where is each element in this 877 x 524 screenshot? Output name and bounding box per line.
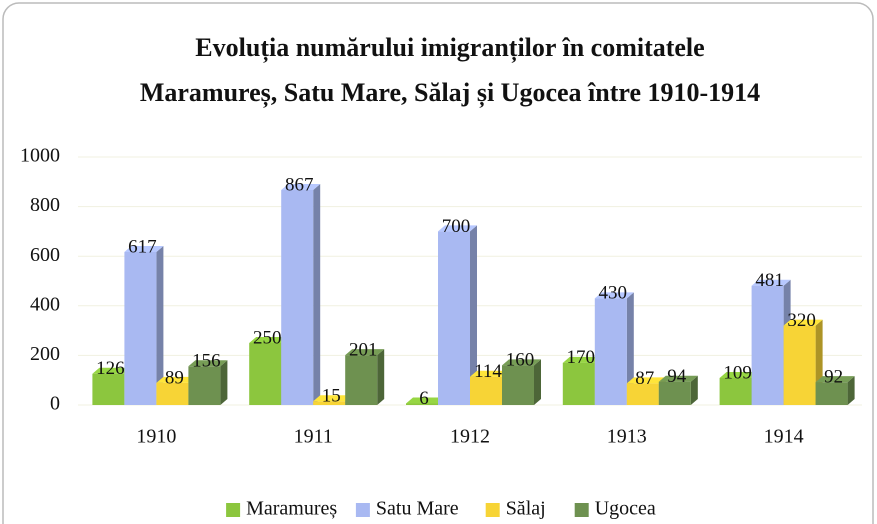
- bar: [249, 343, 282, 405]
- value-label: 700: [442, 216, 471, 237]
- bar-side: [220, 360, 228, 405]
- y-tick-label: 800: [30, 194, 60, 216]
- bar-top: [249, 337, 289, 343]
- x-tick-label: 1914: [764, 426, 804, 448]
- bar: [345, 355, 378, 405]
- value-label: 92: [824, 367, 843, 388]
- bar: [470, 376, 502, 405]
- value-label: 6: [419, 388, 429, 409]
- value-label: 250: [253, 327, 282, 348]
- legend-label: Ugocea: [595, 498, 656, 520]
- bar: [502, 365, 534, 405]
- value-label: 114: [474, 361, 502, 382]
- bar-top: [188, 360, 228, 367]
- bar: [658, 381, 691, 405]
- bar-side: [313, 183, 321, 405]
- y-tick-label: 1000: [20, 145, 60, 167]
- value-label: 320: [787, 310, 816, 331]
- bar: [406, 403, 438, 405]
- bar-top: [783, 319, 823, 326]
- bar-top: [438, 225, 477, 232]
- bar-top: [719, 371, 759, 378]
- bar-top: [124, 245, 164, 252]
- value-label: 617: [128, 236, 157, 257]
- bar: [156, 382, 189, 405]
- legend-swatch: [485, 503, 500, 517]
- value-label: 89: [165, 367, 184, 388]
- value-label: 160: [506, 350, 535, 371]
- bar: [815, 382, 848, 405]
- bar: [783, 325, 816, 405]
- legend-label: Maramureș: [246, 498, 337, 520]
- bar-top: [626, 377, 666, 384]
- x-tick-label: 1913: [607, 426, 647, 448]
- legend-swatch: [355, 503, 370, 517]
- value-label: 481: [755, 270, 784, 291]
- bar-side: [470, 225, 477, 405]
- value-label: 94: [667, 366, 687, 387]
- bar-top: [594, 292, 634, 299]
- bar: [281, 189, 314, 405]
- bar-top: [406, 397, 445, 404]
- x-tick-label: 1912: [450, 426, 490, 448]
- bar-side: [626, 292, 634, 405]
- x-tick-label: 1910: [136, 426, 176, 448]
- bar: [626, 383, 659, 405]
- bar: [751, 285, 784, 405]
- chart-title: Maramureș, Satu Mare, Sălaj și Ugocea în…: [140, 78, 760, 108]
- bar: [124, 251, 157, 405]
- y-tick-label: 200: [30, 343, 60, 365]
- bar-side: [690, 375, 698, 405]
- bar-top: [345, 349, 385, 356]
- bar: [313, 401, 346, 405]
- bar-side: [534, 359, 541, 405]
- bar-side: [847, 376, 855, 405]
- value-label: 15: [322, 386, 341, 407]
- bar-top: [313, 395, 353, 402]
- bar-top: [658, 375, 698, 382]
- bar: [594, 298, 627, 405]
- value-label: 109: [723, 362, 752, 383]
- value-label: 867: [285, 174, 314, 195]
- bar: [719, 377, 752, 405]
- value-label: 170: [567, 347, 596, 368]
- value-label: 87: [635, 368, 654, 389]
- bar-top: [470, 370, 509, 377]
- value-label: 430: [599, 283, 628, 304]
- bar-top: [751, 279, 791, 286]
- bar: [188, 366, 221, 405]
- legend-swatch: [226, 503, 241, 517]
- bar: [438, 231, 470, 405]
- bar-top: [281, 183, 321, 190]
- value-label: 156: [192, 351, 221, 372]
- chart-title: Evoluția numărului imigranților în comit…: [195, 33, 704, 63]
- bar-side: [156, 245, 164, 405]
- value-label: 201: [349, 340, 378, 361]
- x-tick-label: 1911: [294, 426, 333, 448]
- legend-swatch: [574, 503, 589, 517]
- y-tick-label: 600: [30, 244, 60, 266]
- bar-top: [562, 356, 602, 363]
- y-tick-label: 0: [50, 393, 60, 415]
- bar-side: [377, 349, 385, 405]
- bar: [92, 373, 125, 405]
- y-tick-label: 400: [30, 293, 60, 315]
- bar-top: [815, 376, 855, 383]
- value-label: 126: [96, 358, 125, 379]
- bar-top: [156, 376, 196, 383]
- bar: [562, 362, 595, 405]
- legend-label: Sălaj: [506, 498, 546, 520]
- legend-label: Satu Mare: [376, 498, 459, 520]
- bar-top: [92, 367, 132, 374]
- bar-top: [502, 359, 541, 366]
